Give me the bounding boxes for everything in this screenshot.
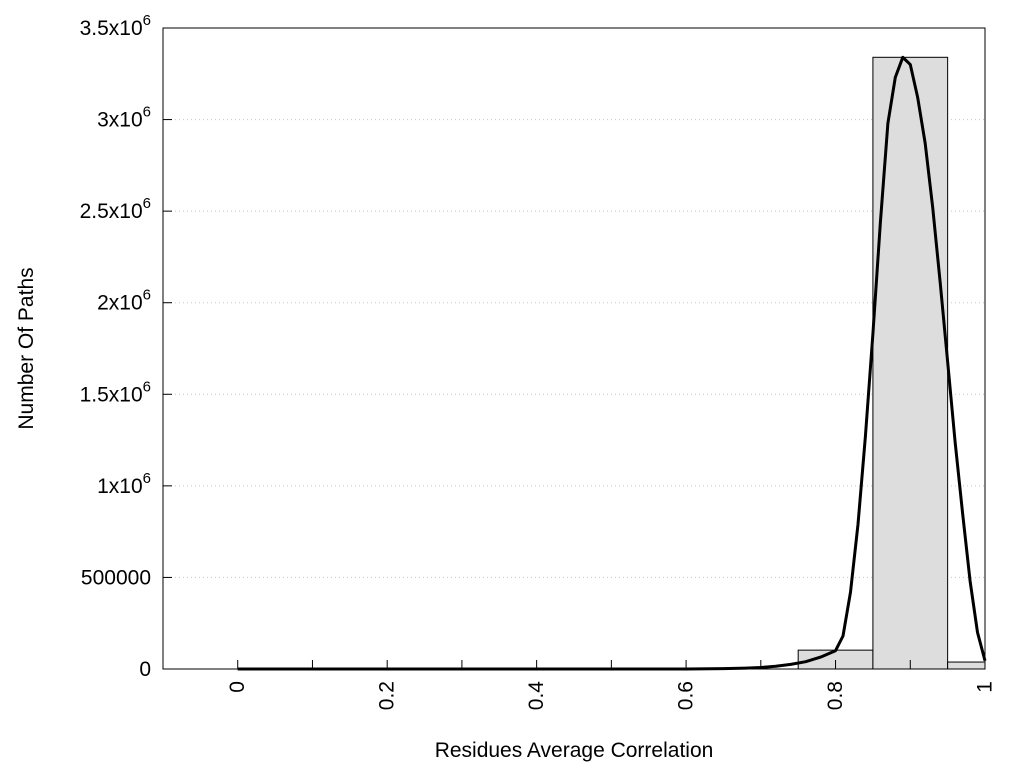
x-tick-label-4: 0.8 (824, 681, 847, 710)
x-tick-label-2: 0.4 (525, 681, 548, 711)
y-tick-label-4: 2x106 (97, 286, 151, 314)
x-axis-title: Residues Average Correlation (435, 739, 714, 762)
y-tick-label-3: 1.5x106 (80, 378, 151, 406)
x-axis-ticks: 0 0.2 0.4 0.6 0.8 1 (226, 660, 997, 711)
plot-frame (162, 27, 986, 670)
y-tick-label-5: 2.5x106 (80, 195, 151, 223)
y-tick-label-2: 1x106 (97, 469, 151, 497)
y-axis-title: Number Of Paths (15, 267, 38, 429)
x-tick-label-3: 0.6 (675, 681, 698, 710)
x-tick-label-1: 0.2 (376, 681, 399, 710)
y-axis-ticks: 0 500000 1x106 1.5x106 2x106 2.5x106 3x106 3.5x… (80, 12, 172, 681)
y-tick-label-6: 3x106 (97, 103, 151, 131)
histogram-bars (797, 56, 986, 670)
y-tick-label-1: 500000 (81, 566, 151, 589)
histogram-bar-2 (947, 661, 986, 670)
x-tick-label-5: 1 (974, 681, 997, 693)
gridlines (163, 119, 985, 578)
x-tick-label-0: 0 (226, 681, 249, 693)
y-tick-label-7: 3.5x106 (80, 12, 151, 40)
y-tick-label-0: 0 (139, 658, 151, 681)
histogram-bar-1 (872, 56, 949, 670)
